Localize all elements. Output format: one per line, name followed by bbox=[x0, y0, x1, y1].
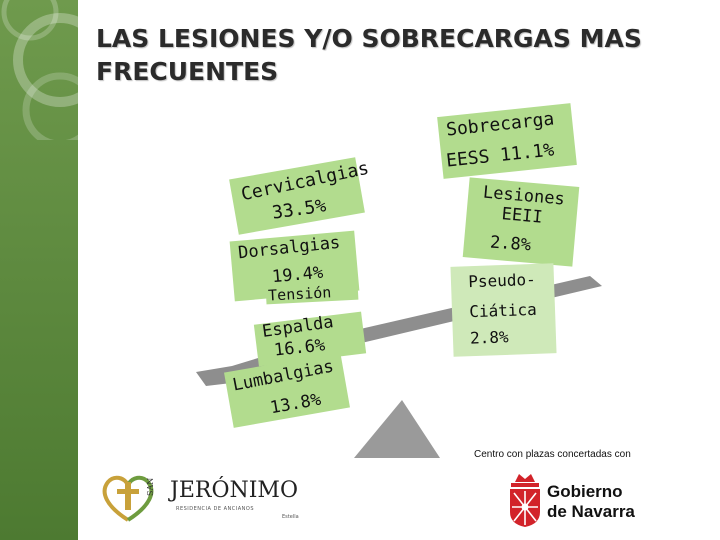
decorative-rings bbox=[1, 0, 107, 140]
logo-line1: Gobierno bbox=[547, 482, 623, 501]
gobierno-navarra-logo: Gobierno de Navarra bbox=[505, 470, 695, 530]
label-pseudo-ciatica: Pseudo-Ciática bbox=[467, 269, 538, 322]
logo-word: JERÓNIMO bbox=[170, 478, 298, 503]
logo-sub: RESIDENCIA DE ANCIANOS bbox=[176, 506, 255, 512]
logo-prefix: SAN bbox=[146, 477, 155, 496]
san-jeronimo-logo: SAN JERÓNIMO RESIDENCIA DE ANCIANOS Este… bbox=[98, 468, 328, 530]
logo-line2: de Navarra bbox=[547, 502, 635, 521]
logo-city: Estella bbox=[282, 514, 299, 520]
label-lesiones-eeii: Lesiones EEII bbox=[482, 182, 566, 228]
heart-cross-icon bbox=[102, 475, 154, 522]
page-title: LAS LESIONES Y/O SOBRECARGAS MAS FRECUEN… bbox=[96, 24, 642, 86]
navarra-shield-icon bbox=[510, 474, 540, 527]
concert-note: Centro con plazas concertadas con bbox=[474, 449, 631, 460]
value-lesiones-eeii: 2.8% bbox=[489, 232, 532, 256]
value-pseudo-ciatica: 2.8% bbox=[469, 327, 509, 348]
sidebar-band bbox=[0, 0, 78, 540]
